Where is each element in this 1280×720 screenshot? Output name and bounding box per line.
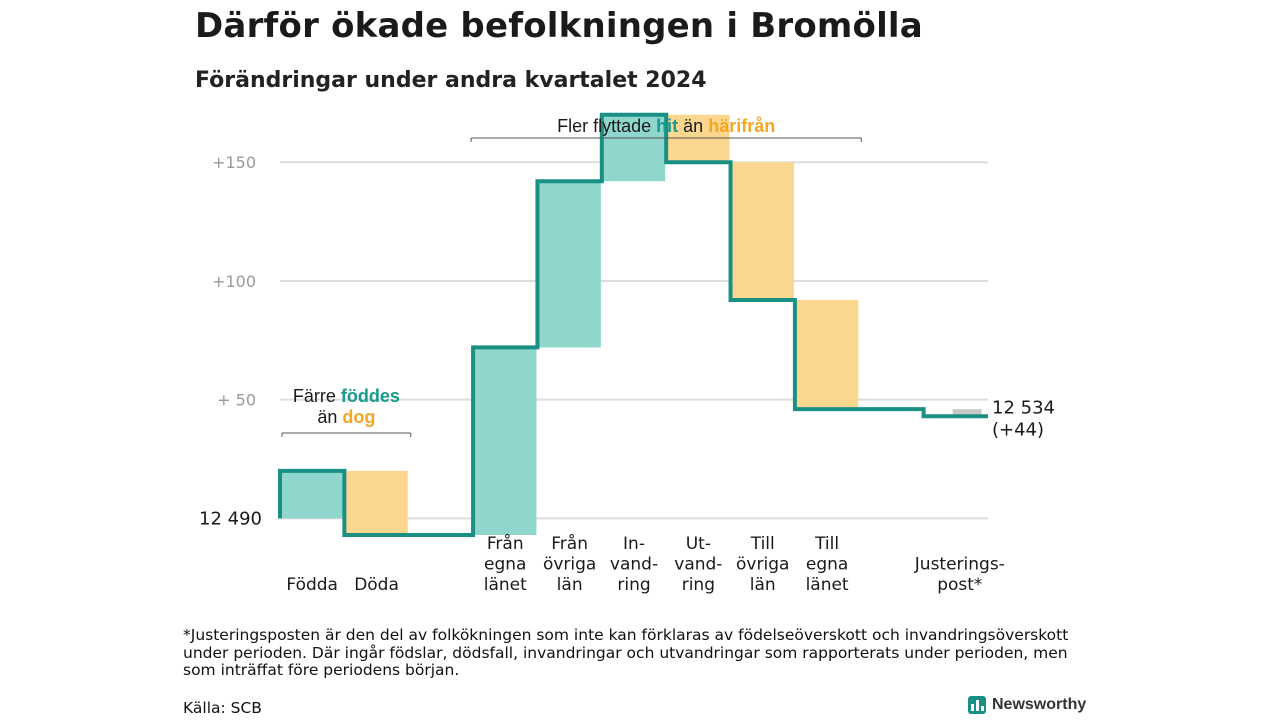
bar: [952, 409, 982, 417]
grid-lines: [280, 161, 988, 520]
category-label: övriga: [736, 555, 789, 575]
cumulative-step-line: [278, 112, 988, 537]
bar: [474, 347, 537, 535]
category-label: post*: [937, 575, 982, 595]
y-tick-label: +150: [212, 153, 256, 172]
bar: [795, 299, 859, 410]
annotation-segment: än: [317, 407, 342, 427]
category-label: vand-: [610, 555, 658, 575]
bars: [281, 114, 982, 535]
category-label: län: [750, 575, 776, 595]
category-label: övriga: [543, 555, 596, 575]
bar: [281, 470, 344, 519]
bar: [731, 162, 794, 300]
bar: [602, 114, 666, 182]
annotation-segment: Fler flyttade: [557, 116, 656, 136]
bar: [345, 470, 408, 535]
category-label: ring: [682, 575, 715, 595]
category-label: Ut-: [686, 534, 711, 554]
bar: [538, 181, 601, 348]
annotation-text: Fler flyttade hit än härifrån: [557, 116, 775, 136]
annotation-segment: härifrån: [708, 116, 775, 136]
brand-name: Newsworthy: [992, 696, 1087, 713]
annotation-segment: än: [678, 116, 708, 136]
end-change-label: (+44): [992, 419, 1044, 440]
category-label: länet: [484, 575, 527, 595]
annotation-segment: dog: [342, 407, 375, 427]
annotation-segment: hit: [656, 116, 678, 136]
category-label: länet: [806, 575, 849, 595]
category-label: egna: [484, 555, 526, 575]
end-value-label: 12 534: [992, 397, 1055, 418]
start-value-label: 12 490: [199, 508, 262, 529]
category-label: Justerings-: [914, 555, 1005, 575]
y-tick-label: +100: [212, 272, 256, 291]
category-label: Födda: [286, 575, 338, 595]
category-label: Till: [750, 534, 775, 554]
annotation-text: än dog: [317, 407, 375, 427]
chart-subtitle: Förändringar under andra kvartalet 2024: [195, 68, 707, 93]
category-label: ring: [617, 575, 650, 595]
y-tick-label: + 50: [217, 391, 256, 410]
step-line: [278, 112, 988, 537]
category-label: län: [557, 575, 583, 595]
footnote: *Justeringsposten är den del av folkökni…: [183, 626, 1069, 679]
category-label: egna: [806, 555, 848, 575]
category-label: Från: [551, 533, 588, 554]
category-label: Till: [814, 534, 839, 554]
annotation-segment: Färre: [293, 386, 341, 406]
chart-title: Därför ökade befolkningen i Bromölla: [195, 6, 923, 46]
category-label: In-: [623, 534, 645, 554]
newsworthy-logo-icon: [968, 696, 986, 714]
source-note: Källa: SCB: [183, 699, 262, 717]
category-label: vand-: [674, 555, 722, 575]
category-label: Döda: [354, 575, 399, 595]
annotation-segment: föddes: [341, 386, 400, 406]
annotation-text: Färre föddes: [293, 386, 400, 406]
brand-logo: Newsworthy: [968, 696, 1086, 714]
category-label: Från: [487, 533, 524, 554]
